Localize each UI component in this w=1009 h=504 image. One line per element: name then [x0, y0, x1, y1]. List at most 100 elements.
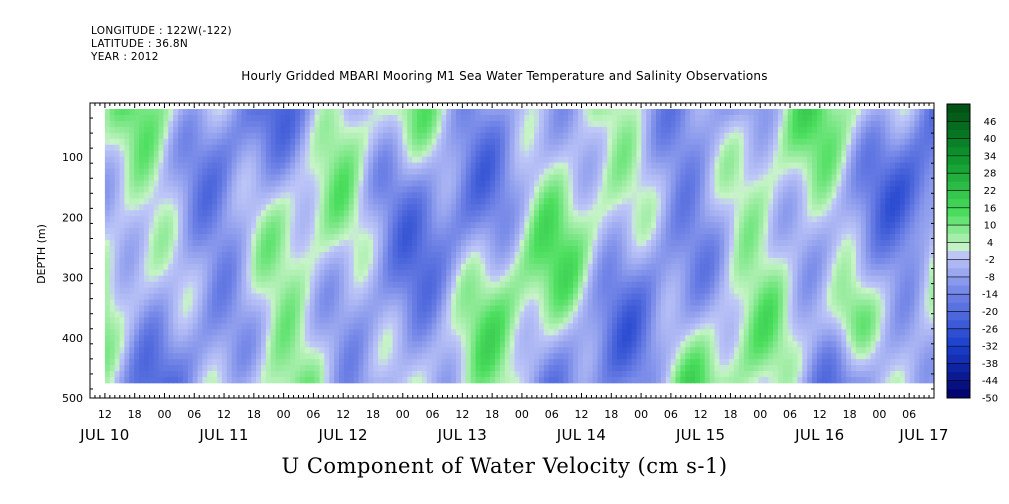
- heatmap-cell: [226, 311, 233, 318]
- heatmap-cell: [314, 120, 320, 128]
- heatmap-cell: [504, 162, 511, 169]
- heatmap-cell: [397, 275, 403, 283]
- heatmap-cell: [143, 126, 150, 134]
- heatmap-cell: [256, 240, 262, 247]
- heatmap-cell: [270, 376, 276, 384]
- heatmap-cell: [543, 144, 550, 152]
- heatmap-cell: [246, 311, 252, 318]
- heatmap-cell: [231, 138, 237, 146]
- heatmap-cell: [246, 353, 252, 360]
- heatmap-cell: [197, 329, 203, 336]
- heatmap-cell: [524, 371, 530, 378]
- heatmap-cell: [251, 299, 257, 306]
- heatmap-cell: [329, 144, 335, 152]
- heatmap-cell: [524, 347, 530, 354]
- heatmap-cell: [529, 335, 535, 342]
- heatmap-cell: [612, 132, 618, 140]
- heatmap-cell: [348, 192, 355, 199]
- heatmap-cell: [402, 305, 408, 312]
- heatmap-cell: [519, 323, 525, 330]
- heatmap-cell: [553, 299, 559, 306]
- heatmap-cell: [319, 240, 325, 247]
- heatmap-cell: [397, 210, 403, 217]
- heatmap-cell: [436, 376, 442, 384]
- heatmap-cell: [407, 263, 413, 271]
- heatmap-cell: [543, 109, 550, 116]
- heatmap-cell: [412, 240, 418, 247]
- heatmap-cell: [241, 269, 247, 277]
- heatmap-cell: [387, 109, 394, 116]
- heatmap-cell: [538, 311, 545, 318]
- heatmap-cell: [246, 305, 252, 312]
- heatmap-cell: [129, 293, 135, 300]
- heatmap-cell: [168, 222, 174, 229]
- heatmap-cell: [421, 305, 428, 312]
- heatmap-cell: [626, 299, 633, 306]
- heatmap-cell: [456, 150, 462, 158]
- heatmap-cell: [217, 317, 223, 324]
- heatmap-cell: [197, 365, 203, 372]
- heatmap-cell: [163, 287, 169, 295]
- heatmap-cell: [314, 353, 320, 360]
- heatmap-cell: [197, 281, 203, 289]
- heatmap-cell: [139, 359, 145, 366]
- heatmap-cell: [568, 335, 574, 342]
- heatmap-cell: [538, 299, 545, 306]
- heatmap-cell: [129, 263, 135, 271]
- heatmap-cell: [363, 180, 369, 187]
- heatmap-cell: [295, 281, 301, 289]
- heatmap-cell: [129, 269, 135, 277]
- heatmap-cell: [353, 109, 359, 116]
- heatmap-cell: [119, 186, 125, 193]
- heatmap-cell: [529, 347, 535, 354]
- heatmap-cell: [231, 126, 237, 134]
- heatmap-cell: [231, 359, 237, 366]
- heatmap-cell: [334, 287, 340, 295]
- heatmap-cell: [241, 144, 247, 152]
- heatmap-cell: [236, 323, 242, 330]
- heatmap-cell: [168, 174, 174, 181]
- heatmap-cell: [519, 371, 525, 378]
- heatmap-cell: [280, 299, 286, 306]
- heatmap-cell: [392, 162, 398, 169]
- heatmap-cell: [221, 204, 228, 211]
- heatmap-cell: [568, 126, 574, 134]
- heatmap-cell: [451, 234, 457, 241]
- heatmap-cell: [114, 341, 120, 348]
- heatmap-cell: [490, 198, 496, 205]
- heatmap-cell: [475, 263, 481, 271]
- heatmap-cell: [451, 156, 457, 164]
- heatmap-cell: [397, 365, 403, 372]
- heatmap-cell: [236, 234, 242, 241]
- heatmap-cell: [182, 269, 189, 277]
- heatmap-cell: [612, 210, 618, 217]
- heatmap-cell: [597, 317, 603, 324]
- heatmap-cell: [338, 240, 345, 247]
- heatmap-cell: [114, 210, 120, 217]
- heatmap-cell: [338, 323, 345, 330]
- heatmap-cell: [139, 132, 145, 140]
- heatmap-cell: [299, 120, 306, 128]
- heatmap-cell: [451, 311, 457, 318]
- heatmap-cell: [319, 341, 325, 348]
- heatmap-cell: [114, 376, 120, 384]
- heatmap-cell: [480, 234, 486, 241]
- heatmap-cell: [509, 192, 515, 199]
- heatmap-cell: [412, 234, 418, 241]
- heatmap-cell: [285, 180, 291, 187]
- heatmap-cell: [373, 317, 379, 324]
- heatmap-cell: [446, 329, 452, 336]
- heatmap-cell: [451, 198, 457, 205]
- heatmap-cell: [129, 156, 135, 164]
- heatmap-cell: [465, 329, 472, 336]
- heatmap-cell: [309, 132, 316, 140]
- heatmap-cell: [597, 311, 603, 318]
- heatmap-cell: [538, 126, 545, 134]
- heatmap-cell: [421, 138, 428, 146]
- heatmap-cell: [343, 240, 350, 247]
- heatmap-cell: [246, 341, 252, 348]
- heatmap-cell: [178, 245, 184, 253]
- heatmap-cell: [421, 323, 428, 330]
- heatmap-cell: [212, 210, 218, 217]
- heatmap-cell: [134, 228, 140, 235]
